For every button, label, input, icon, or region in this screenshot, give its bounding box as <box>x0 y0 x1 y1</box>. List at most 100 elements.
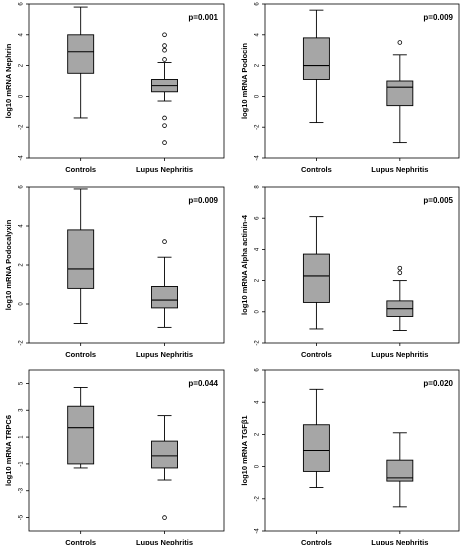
y-tick-label: -5 <box>19 514 25 520</box>
outlier-point <box>397 265 403 271</box>
box-controls <box>302 9 330 124</box>
outlier-point <box>397 40 403 45</box>
outlier-point <box>397 270 403 276</box>
y-axis-title: log10 mRNA Podocalyxin <box>4 219 13 310</box>
y-tick-label: -1 <box>19 461 25 467</box>
p-value-label: p=0.009 <box>188 196 218 205</box>
y-tick-label: 0 <box>255 309 261 313</box>
iqr-box <box>386 80 414 107</box>
plot-frame <box>264 186 460 344</box>
iqr-box <box>151 286 178 309</box>
y-tick-label: 0 <box>255 464 261 468</box>
y-axis-title: log10 mRNA TRPC6 <box>4 415 13 486</box>
y-tick-label: 5 <box>19 381 25 385</box>
outlier-point <box>162 32 167 38</box>
y-tick-label: -2 <box>255 495 261 501</box>
outlier-point <box>162 47 167 53</box>
iqr-box <box>67 405 95 465</box>
y-tick-label: -4 <box>19 155 25 161</box>
box-lupus-nephritis <box>386 40 414 144</box>
box-controls <box>302 388 330 488</box>
y-axis-title: log10 mRNA Podocin <box>240 43 249 119</box>
y-tick-label: 4 <box>255 32 261 36</box>
iqr-box <box>386 459 414 482</box>
box-lupus-nephritis <box>151 32 178 145</box>
y-tick-label: 8 <box>255 185 261 189</box>
iqr-box <box>67 229 95 289</box>
y-tick-label: 2 <box>255 63 261 67</box>
outlier-point <box>162 57 167 62</box>
iqr-box <box>151 440 178 469</box>
y-tick-label: 2 <box>255 432 261 436</box>
iqr-box <box>302 424 330 472</box>
y-tick-label: -2 <box>19 340 25 346</box>
chart-panel-4: -2 0 2 4 6 8 log10 mRNA Alpha actinin-4 p=0.005… <box>240 185 460 359</box>
outlier-point <box>162 140 167 145</box>
y-tick-label: 4 <box>19 32 25 36</box>
iqr-box <box>67 34 95 74</box>
y-tick-label: 2 <box>255 278 261 282</box>
plot-frame <box>28 186 225 344</box>
y-tick-label: -3 <box>19 487 25 493</box>
y-tick-label: -2 <box>255 340 261 346</box>
category-label: Lupus Nephritis <box>136 165 193 174</box>
box-controls <box>67 386 95 469</box>
category-label: Controls <box>65 165 96 174</box>
chart-panel-3: -2 0 2 4 6 log10 mRNA Podocalyxin p=0.009 Contr… <box>4 185 225 359</box>
p-value-label: p=0.005 <box>423 196 453 205</box>
chart-panel-6: -4 -2 0 2 4 6 log10 mRNA TGFβ1 p=0.020 Controls L… <box>240 368 460 545</box>
y-tick-label: 4 <box>255 247 261 251</box>
box-lupus-nephritis <box>151 415 178 520</box>
y-tick-label: 0 <box>19 302 25 306</box>
y-tick-label: 0 <box>255 94 261 98</box>
category-label: Controls <box>301 350 332 359</box>
chart-panel-2: -4 -2 0 2 4 6 log10 mRNA Podocin p=0.009 Control… <box>240 2 460 174</box>
box-lupus-nephritis <box>151 239 178 328</box>
outlier-point <box>162 43 167 48</box>
plot-frame <box>28 3 225 159</box>
y-tick-label: 4 <box>255 400 261 404</box>
chart-panel-5: -5 -3 -1 1 3 5 log10 mRNA TRPC6 p=0.044 Controls… <box>4 369 225 545</box>
p-value-label: p=0.009 <box>423 13 453 22</box>
y-tick-label: 6 <box>255 2 261 6</box>
category-label: Controls <box>65 538 96 545</box>
iqr-box <box>302 253 330 303</box>
y-tick-label: 4 <box>19 224 25 228</box>
y-tick-label: 6 <box>19 185 25 189</box>
y-tick-label: -4 <box>255 155 261 161</box>
box-controls <box>67 6 95 119</box>
box-controls <box>302 216 330 330</box>
y-tick-label: 6 <box>255 216 261 220</box>
y-tick-label: -4 <box>255 528 261 534</box>
category-label: Controls <box>65 350 96 359</box>
outlier-point <box>162 239 167 244</box>
y-tick-label: -2 <box>19 124 25 130</box>
p-value-label: p=0.044 <box>188 379 218 388</box>
box-lupus-nephritis <box>386 265 414 331</box>
category-label: Controls <box>301 538 332 545</box>
category-label: Lupus Nephritis <box>136 538 193 545</box>
y-tick-label: 3 <box>19 408 25 412</box>
y-tick-label: 6 <box>19 2 25 6</box>
y-tick-label: 2 <box>19 63 25 67</box>
chart-panel-1: -4 -2 0 2 4 6 log10 mRNA Nephrin p=0.001 Control… <box>4 2 225 174</box>
y-tick-label: 1 <box>19 435 25 439</box>
y-axis-title: log10 mRNA Nephrin <box>4 43 13 118</box>
y-tick-label: 6 <box>255 368 261 372</box>
p-value-label: p=0.020 <box>423 379 453 388</box>
category-label: Lupus Nephritis <box>136 350 193 359</box>
plot-frame <box>264 3 460 159</box>
category-label: Controls <box>301 165 332 174</box>
y-tick-label: 2 <box>19 263 25 267</box>
category-label: Lupus Nephritis <box>371 350 428 359</box>
y-tick-label: 0 <box>19 94 25 98</box>
category-label: Lupus Nephritis <box>371 538 428 545</box>
category-label: Lupus Nephritis <box>371 165 428 174</box>
p-value-label: p=0.001 <box>188 13 218 22</box>
plot-frame <box>264 369 460 532</box>
y-tick-label: -2 <box>255 124 261 130</box>
y-axis-title: log10 mRNA Alpha actinin-4 <box>240 214 249 315</box>
outlier-point <box>162 515 167 520</box>
box-lupus-nephritis <box>386 432 414 508</box>
